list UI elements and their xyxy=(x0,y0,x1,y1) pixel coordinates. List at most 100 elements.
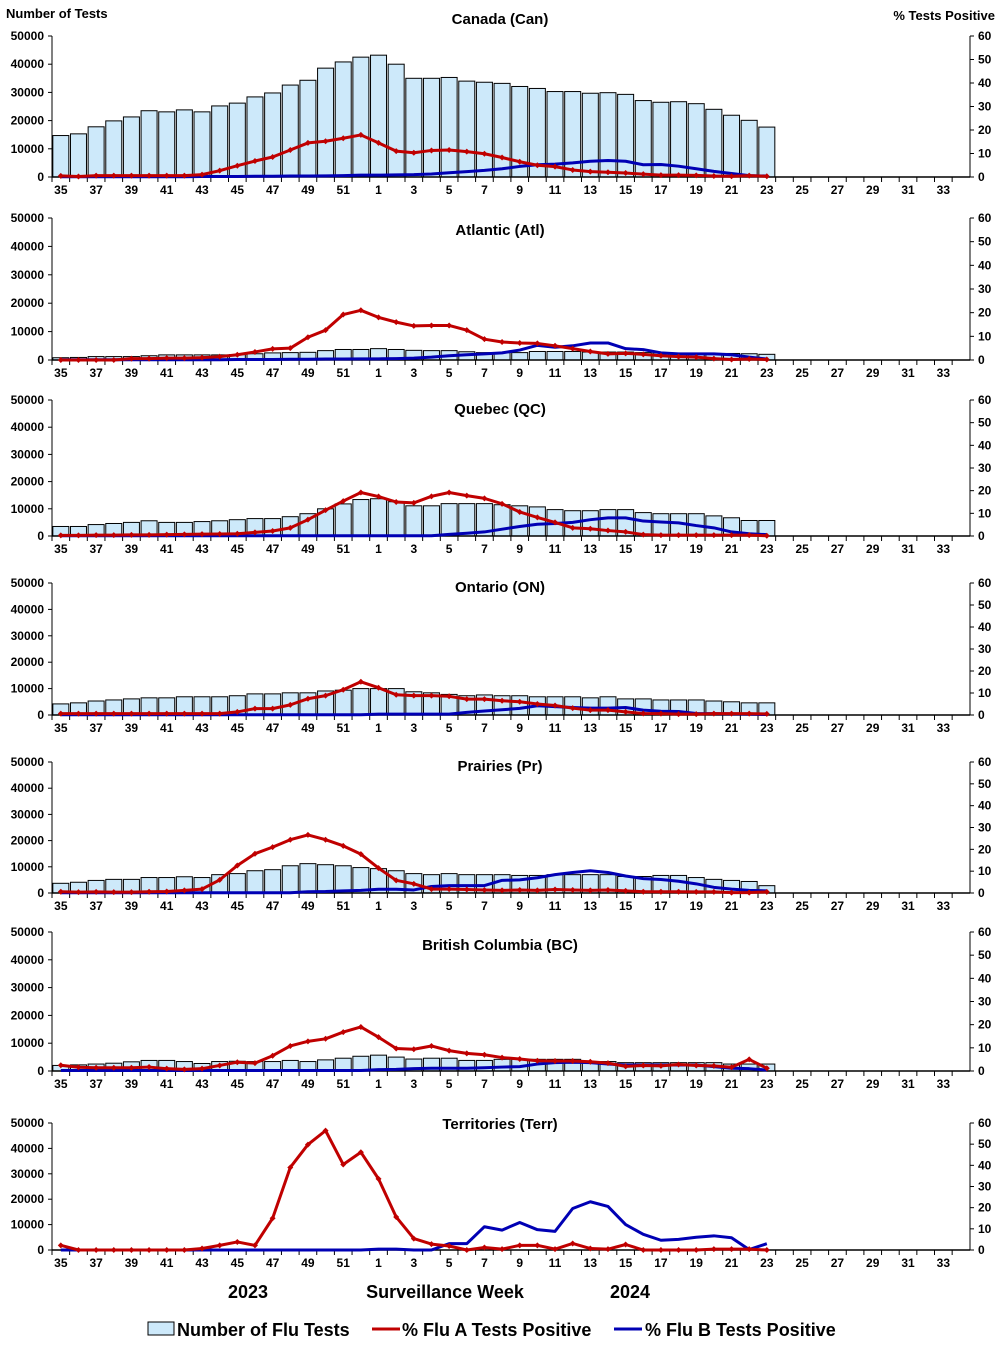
x-tick-label: 47 xyxy=(266,366,280,380)
flu-a-point xyxy=(269,705,276,712)
tests-bar xyxy=(352,499,370,537)
y-right-tick-label: 60 xyxy=(978,925,992,939)
y-left-tick-label: 30000 xyxy=(11,1167,45,1181)
flu-a-point xyxy=(340,1029,347,1036)
flu-a-point xyxy=(516,1242,523,1249)
y-right-tick-label: 0 xyxy=(978,708,985,722)
y-left-tick-label: 10000 xyxy=(11,860,45,874)
flu-a-point xyxy=(375,1034,382,1041)
y-right-tick-label: 10 xyxy=(978,506,992,520)
flu-a-point xyxy=(675,711,682,718)
x-tick-label: 25 xyxy=(795,899,809,913)
flu-a-point xyxy=(499,154,506,161)
flu-a-point xyxy=(199,1245,206,1252)
x-tick-label: 7 xyxy=(481,1077,488,1091)
x-tick-label: 1 xyxy=(375,542,382,556)
flu-a-point xyxy=(622,887,629,894)
x-tick-label: 25 xyxy=(795,1256,809,1270)
flu-a-point xyxy=(657,352,664,359)
tests-bar xyxy=(281,865,299,894)
x-tick-label: 49 xyxy=(301,899,315,913)
flu-a-point xyxy=(710,710,717,717)
x-tick-label: 19 xyxy=(690,542,704,556)
flu-a-point xyxy=(746,889,753,896)
x-tick-label: 17 xyxy=(654,366,668,380)
x-tick-label: 3 xyxy=(410,183,417,197)
y-left-tick-label: 20000 xyxy=(11,475,45,489)
y-right-tick-label: 20 xyxy=(978,484,992,498)
flu-a-point xyxy=(340,686,347,693)
tests-bar xyxy=(422,505,440,537)
x-tick-label: 25 xyxy=(795,1077,809,1091)
x-tick-label: 51 xyxy=(337,1256,351,1270)
flu-a-point xyxy=(163,172,170,179)
flu-a-point xyxy=(375,139,382,146)
x-tick-label: 21 xyxy=(725,542,739,556)
y-left-tick-label: 10000 xyxy=(11,142,45,156)
flu-a-point xyxy=(763,356,770,363)
flu-a-point xyxy=(428,1241,435,1248)
year-label-2024: 2024 xyxy=(610,1282,650,1302)
x-tick-label: 41 xyxy=(160,542,174,556)
x-tick-label: 31 xyxy=(901,721,915,735)
flu-a-point xyxy=(410,322,417,329)
y-right-tick-label: 20 xyxy=(978,1018,992,1032)
x-tick-label: 9 xyxy=(516,1256,523,1270)
x-tick-label: 7 xyxy=(481,1256,488,1270)
flu-a-point xyxy=(499,1054,506,1061)
flu-a-point xyxy=(340,498,347,505)
flu-a-point xyxy=(393,1213,400,1220)
flu-a-point xyxy=(287,1164,294,1171)
legend-flu-b: % Flu B Tests Positive xyxy=(645,1320,836,1340)
flu-a-point xyxy=(746,172,753,179)
x-tick-label: 47 xyxy=(266,1077,280,1091)
x-tick-label: 45 xyxy=(231,1077,245,1091)
flu-b-line xyxy=(60,869,767,895)
flu-a-point xyxy=(216,1242,223,1249)
flu-a-point xyxy=(710,888,717,895)
x-tick-label: 21 xyxy=(725,1077,739,1091)
x-tick-label: 39 xyxy=(125,899,139,913)
x-tick-label: 13 xyxy=(584,1256,598,1270)
flu-a-point xyxy=(110,1247,117,1253)
panel-2: Quebec (QC) 0 10000 20000 30000 40000 50000 0 10… xyxy=(11,393,992,556)
y-left-tick-label: 50000 xyxy=(11,29,45,43)
flu-a-point xyxy=(640,888,647,895)
flu-a-point xyxy=(481,495,488,502)
x-tick-label: 27 xyxy=(831,1077,845,1091)
x-tick-label: 43 xyxy=(195,366,209,380)
flu-a-point xyxy=(640,1247,647,1253)
flu-a-point xyxy=(675,1247,682,1253)
y-right-tick-label: 30 xyxy=(978,282,992,296)
flu-a-point xyxy=(499,500,506,507)
y-right-tick-label: 50 xyxy=(978,53,992,67)
x-tick-label: 17 xyxy=(654,183,668,197)
panel-title: Ontario (ON) xyxy=(455,579,545,596)
flu-a-point xyxy=(587,525,594,532)
flu-a-point xyxy=(516,886,523,893)
x-tick-label: 11 xyxy=(549,366,562,380)
flu-a-point xyxy=(657,532,664,539)
x-tick-label: 39 xyxy=(125,366,139,380)
x-tick-label: 49 xyxy=(301,1077,315,1091)
flu-a-point xyxy=(710,1246,717,1253)
legend: Number of Flu Tests % Flu A Tests Positi… xyxy=(147,1320,836,1340)
flu-a-point xyxy=(746,1246,753,1253)
flu-a-point xyxy=(587,348,594,355)
x-tick-label: 5 xyxy=(446,899,453,913)
flu-a-point xyxy=(110,532,117,539)
x-tick-label: 1 xyxy=(375,899,382,913)
x-tick-label: 1 xyxy=(375,366,382,380)
flu-a-point xyxy=(428,692,435,699)
tests-bar xyxy=(440,503,458,537)
tests-bar xyxy=(475,81,493,178)
flu-a-point xyxy=(534,340,541,347)
flu-a-point xyxy=(322,1127,329,1134)
x-tick-label: 21 xyxy=(725,183,739,197)
y-right-tick-label: 40 xyxy=(978,799,992,813)
y-right-tick-label: 20 xyxy=(978,306,992,320)
flu-a-point xyxy=(604,169,611,176)
x-tick-label: 35 xyxy=(54,1077,68,1091)
flu-a-point xyxy=(146,888,153,895)
